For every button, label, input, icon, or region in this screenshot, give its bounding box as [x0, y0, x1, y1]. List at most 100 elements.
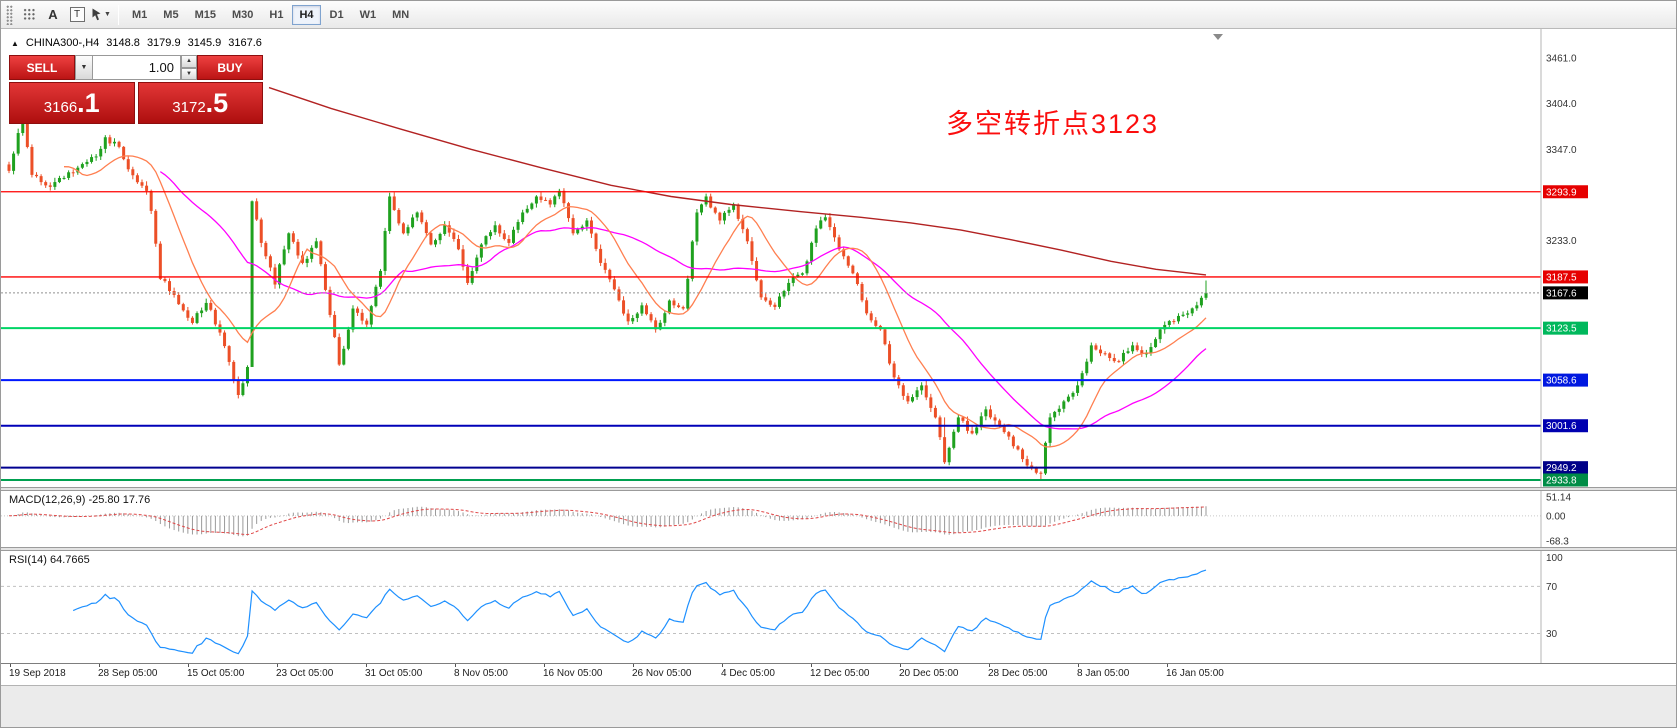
label-tool-button[interactable]: T	[65, 4, 89, 26]
time-tick	[633, 664, 634, 667]
grid-tool-button[interactable]	[17, 4, 41, 26]
svg-text:3404.0: 3404.0	[1546, 99, 1577, 110]
time-label: 26 Nov 05:00	[632, 668, 692, 679]
time-label: 8 Jan 05:00	[1077, 668, 1130, 679]
timeframe-w1-button[interactable]: W1	[353, 5, 384, 25]
buy-button[interactable]: BUY	[197, 55, 263, 80]
toolbar: A T ▼ M1 M5 M15 M30 H1 H4 D1 W1 MN	[1, 1, 1676, 29]
svg-text:3058.6: 3058.6	[1546, 376, 1577, 387]
time-tick	[544, 664, 545, 667]
footer-strip	[1, 685, 1676, 727]
sell-price-main: 3166	[43, 98, 78, 116]
toolbar-grip[interactable]	[6, 4, 13, 25]
svg-text:30: 30	[1546, 629, 1558, 640]
symbol-marker-icon: ▲	[11, 38, 19, 48]
svg-text:3187.5: 3187.5	[1546, 272, 1577, 283]
timeframe-m30-button[interactable]: M30	[225, 5, 260, 25]
timeframe-mn-button[interactable]: MN	[385, 5, 416, 25]
time-label: 16 Nov 05:00	[543, 668, 603, 679]
buy-price-pips: .5	[205, 87, 229, 118]
one-click-trade-panel: SELL ▼ ▲ ▼ BUY 3166.1 3172.5	[9, 55, 263, 124]
time-tick	[989, 664, 990, 667]
timeframe-m5-button[interactable]: M5	[156, 5, 185, 25]
pane-splitter[interactable]	[1, 547, 1676, 551]
time-tick	[900, 664, 901, 667]
timeframe-h4-button[interactable]: H4	[292, 4, 321, 25]
text-label-icon: T	[69, 7, 85, 22]
volume-dropdown-button[interactable]: ▼	[75, 55, 93, 80]
time-tick	[811, 664, 812, 667]
svg-text:3001.6: 3001.6	[1546, 421, 1577, 432]
chevron-down-icon: ▼	[80, 64, 88, 71]
time-axis[interactable]: 19 Sep 2018 28 Sep 05:00 15 Oct 05:00 23 Oc…	[1, 663, 1676, 685]
svg-text:3167.6: 3167.6	[1546, 288, 1577, 299]
chevron-down-icon: ▼	[104, 11, 111, 18]
symbol-name: CHINA300-,H4	[25, 37, 100, 49]
time-label: 19 Sep 2018	[9, 668, 66, 679]
timeframe-m15-button[interactable]: M15	[188, 5, 223, 25]
svg-text:3461.0: 3461.0	[1546, 54, 1577, 65]
svg-text:100: 100	[1546, 553, 1563, 564]
sell-button[interactable]: SELL	[9, 55, 75, 80]
svg-text:-68.3: -68.3	[1546, 537, 1569, 548]
time-tick	[455, 664, 456, 667]
time-label: 15 Oct 05:00	[187, 668, 245, 679]
sell-price-pips: .1	[77, 87, 100, 118]
macd-label: MACD(12,26,9) -25.80 17.76	[9, 494, 151, 506]
time-tick	[188, 664, 189, 667]
time-tick	[1078, 664, 1079, 667]
time-label: 28 Dec 05:00	[988, 668, 1048, 679]
time-label: 12 Dec 05:00	[810, 668, 870, 679]
rsi-chart[interactable]: 100 70 30	[1, 551, 1677, 663]
time-tick	[277, 664, 278, 667]
timeframe-d1-button[interactable]: D1	[323, 5, 351, 25]
time-label: 23 Oct 05:00	[276, 668, 334, 679]
time-tick	[1167, 664, 1168, 667]
volume-stepper: ▲ ▼	[181, 55, 197, 80]
toolbar-separator	[118, 4, 119, 25]
volume-up-button[interactable]: ▲	[181, 55, 197, 68]
time-label: 20 Dec 05:00	[899, 668, 959, 679]
text-tool-button[interactable]: A	[41, 4, 65, 26]
timeframe-group: M1 M5 M15 M30 H1 H4 D1 W1 MN	[124, 4, 417, 25]
cursor-tool-button[interactable]: ▼	[89, 4, 113, 26]
macd-pane[interactable]: 51.14 0.00 -68.3 MACD(12,26,9) -25.80 17.7…	[1, 491, 1676, 547]
time-tick	[99, 664, 100, 667]
time-label: 4 Dec 05:00	[721, 668, 775, 679]
time-label: 28 Sep 05:00	[98, 668, 158, 679]
time-tick	[722, 664, 723, 667]
svg-text:51.14: 51.14	[1546, 493, 1571, 504]
main-chart-pane[interactable]: 3461.0 3404.0 3347.0 3233.0 3293.9 3187.5 3123…	[1, 29, 1676, 487]
svg-text:3293.9: 3293.9	[1546, 187, 1577, 198]
volume-down-button[interactable]: ▼	[181, 67, 197, 80]
svg-text:2949.2: 2949.2	[1546, 463, 1577, 474]
ohlc-low: 3145.9	[187, 37, 222, 49]
time-label: 8 Nov 05:00	[454, 668, 508, 679]
svg-text:2933.8: 2933.8	[1546, 476, 1577, 487]
symbol-line: ▲ CHINA300-,H4 3148.8 3179.9 3145.9 3167…	[11, 37, 262, 49]
buy-price-tile[interactable]: 3172.5	[137, 82, 263, 124]
time-tick	[10, 664, 11, 667]
cursor-icon	[92, 8, 101, 21]
pane-splitter[interactable]	[1, 487, 1676, 491]
text-a-icon: A	[48, 7, 58, 22]
buy-price-main: 3172	[172, 98, 206, 116]
main-chart[interactable]: 3461.0 3404.0 3347.0 3233.0 3293.9 3187.5 3123…	[1, 29, 1677, 487]
timeframe-h1-button[interactable]: H1	[262, 5, 290, 25]
grid-icon	[22, 8, 36, 21]
rsi-pane[interactable]: 100 70 30 RSI(14) 64.7665	[1, 551, 1676, 663]
chart-annotation-text: 多空转折点3123	[946, 109, 1160, 139]
svg-text:3233.0: 3233.0	[1546, 236, 1577, 247]
sell-price-tile[interactable]: 3166.1	[9, 82, 135, 124]
timeframe-m1-button[interactable]: M1	[125, 5, 154, 25]
time-label: 31 Oct 05:00	[365, 668, 423, 679]
svg-text:3123.5: 3123.5	[1546, 324, 1577, 335]
svg-text:70: 70	[1546, 582, 1558, 593]
macd-chart[interactable]: 51.14 0.00 -68.3	[1, 491, 1677, 547]
ohlc-high: 3179.9	[146, 37, 181, 49]
volume-input[interactable]	[93, 55, 181, 80]
time-label: 16 Jan 05:00	[1166, 668, 1224, 679]
ohlc-open: 3148.8	[106, 37, 140, 49]
rsi-label: RSI(14) 64.7665	[9, 554, 90, 566]
